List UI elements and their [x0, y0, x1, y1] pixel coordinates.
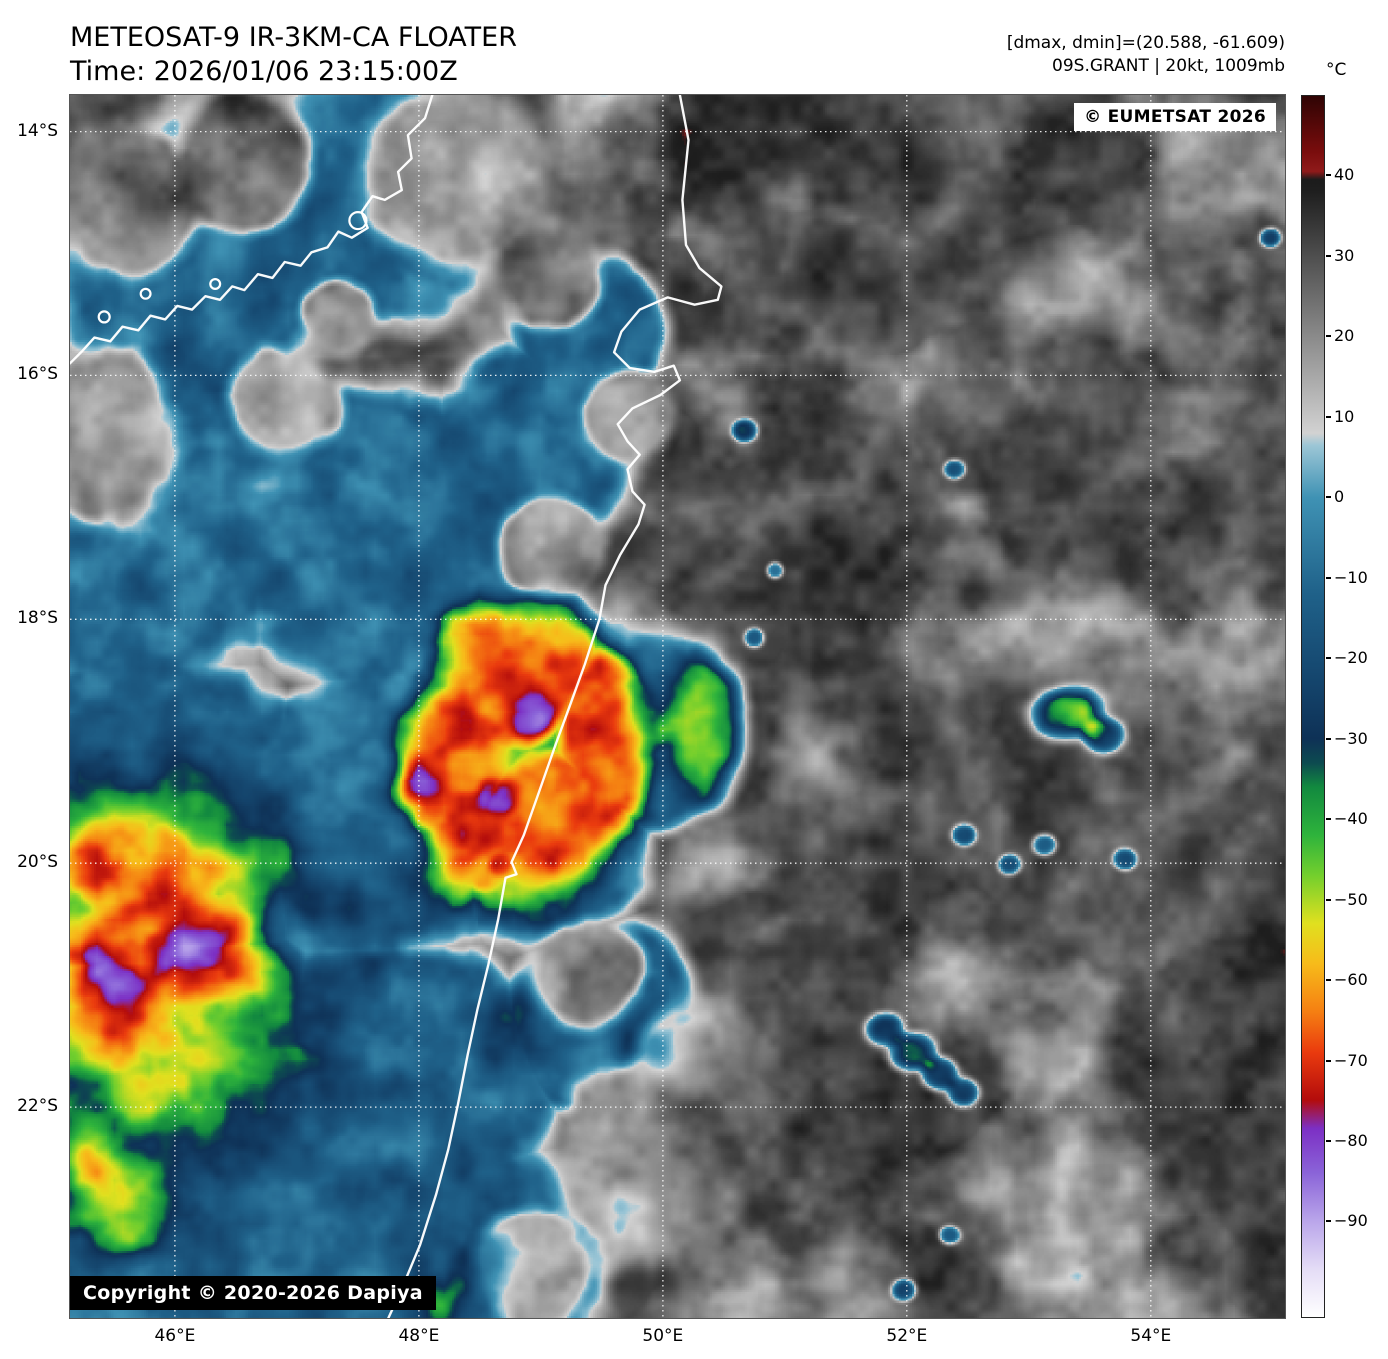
island-outline [139, 287, 152, 300]
colorbar-tick-label: 10 [1334, 406, 1355, 426]
island-outline [209, 278, 222, 291]
colorbar-tick-label: −40 [1334, 809, 1368, 829]
colorbar-tick-mark [1326, 737, 1331, 740]
lat-axis-label: 16°S [17, 364, 58, 385]
lon-axis-label: 50°E [642, 1326, 684, 1346]
page-title: METEOSAT-9 IR-3KM-CA FLOATER [70, 22, 517, 53]
coastline [387, 95, 723, 1318]
island-outline [348, 210, 368, 231]
colorbar-tick-label: −10 [1334, 567, 1368, 587]
colorbar [1301, 95, 1325, 1318]
colorbar-tick-mark [1326, 174, 1331, 177]
lon-axis-label: 46°E [154, 1326, 196, 1346]
colorbar-tick-mark [1326, 576, 1331, 579]
colorbar-tick-mark [1326, 1220, 1331, 1223]
lat-axis-label: 18°S [17, 608, 58, 629]
colorbar-tick-mark [1326, 335, 1331, 338]
colorbar-tick-mark [1326, 818, 1331, 821]
dapiya-copyright-badge: Copyright © 2020-2026 Dapiya [70, 1276, 436, 1310]
colorbar-tick-mark [1326, 898, 1331, 901]
eumetsat-copyright-badge: © EUMETSAT 2026 [1074, 103, 1276, 131]
colorbar-tick-label: −60 [1334, 970, 1368, 990]
lat-axis-label: 14°S [17, 120, 58, 141]
colorbar-tick-label: −20 [1334, 648, 1368, 668]
timestamp: Time: 2026/01/06 23:15:00Z [70, 56, 458, 87]
lat-axis-label: 20°S [17, 852, 58, 873]
info-block: [dmax, dmin]=(20.588, -61.609) 09S.GRANT… [1007, 32, 1285, 78]
colorbar-tick-label: −90 [1334, 1211, 1368, 1231]
colorbar-tick-label: 40 [1334, 165, 1355, 185]
island-outline [97, 310, 111, 324]
colorbar-tick-mark [1326, 657, 1331, 660]
colorbar-tick-label: −30 [1334, 728, 1368, 748]
colorbar-tick-mark [1326, 254, 1331, 257]
colorbar-tick-label: −80 [1334, 1130, 1368, 1150]
lon-axis-label: 52°E [886, 1326, 928, 1346]
colorbar-tick-mark [1326, 1139, 1331, 1142]
lon-axis-label: 54°E [1130, 1326, 1172, 1346]
coastline [70, 95, 434, 365]
colorbar-tick-mark [1326, 1059, 1331, 1062]
colorbar-tick-mark [1326, 979, 1331, 982]
lat-axis-label: 22°S [17, 1096, 58, 1117]
colorbar-tick-label: 0 [1334, 487, 1345, 507]
colorbar-tick-label: −70 [1334, 1050, 1368, 1070]
lon-axis-label: 48°E [398, 1326, 440, 1346]
satellite-map: © EUMETSAT 2026 Copyright © 2020-2026 Da… [69, 94, 1286, 1319]
storm-info-readout: 09S.GRANT | 20kt, 1009mb [1052, 56, 1285, 76]
colorbar-gradient [1302, 96, 1324, 1317]
colorbar-tick-label: 30 [1334, 245, 1355, 265]
colorbar-unit-label: °C [1326, 60, 1347, 80]
colorbar-tick-label: −50 [1334, 889, 1368, 909]
colorbar-tick-mark [1326, 415, 1331, 418]
colorbar-tick-label: 20 [1334, 326, 1355, 346]
dmax-dmin-readout: [dmax, dmin]=(20.588, -61.609) [1006, 33, 1285, 53]
map-overlay [70, 95, 1285, 1318]
colorbar-tick-mark [1326, 496, 1331, 499]
